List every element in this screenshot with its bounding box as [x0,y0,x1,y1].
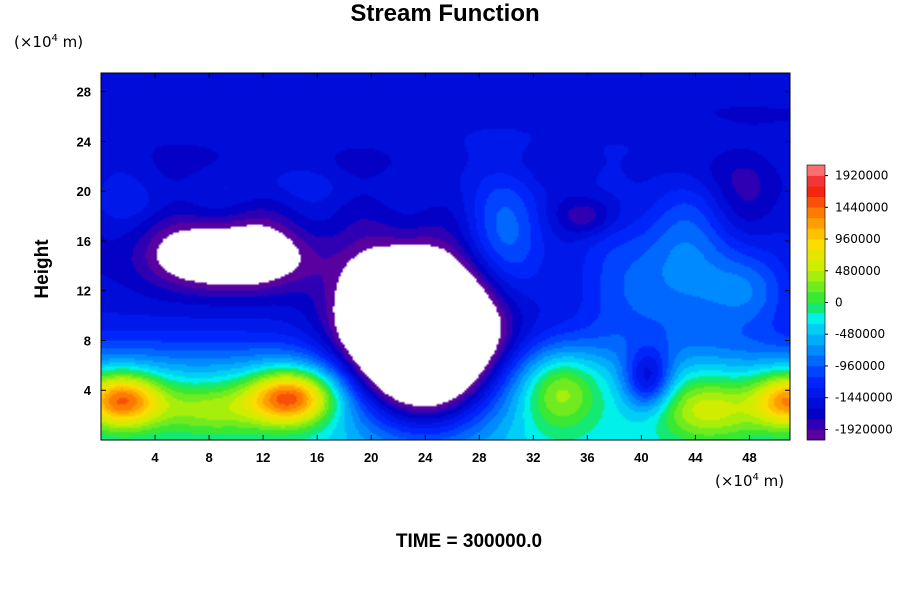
colorbar-band [807,323,825,335]
colorbar-band [807,408,825,420]
colorbar-band [807,387,825,398]
colorbar-band [807,302,825,314]
colorbar-label: 0 [835,296,843,310]
y-tick-label: 8 [84,333,91,348]
colorbar-label: 1440000 [835,200,888,214]
colorbar-band [807,291,825,303]
x-tick-label: 40 [634,450,648,465]
x-tick-label: 44 [688,450,703,465]
x-tick-label: 48 [742,450,756,465]
colorbar-label: -1440000 [835,391,893,405]
y-tick-label: 16 [77,234,91,249]
x-unit-suffix: m) [758,472,785,490]
chart-title: Stream Function [350,0,540,27]
colorbar-band [807,260,825,272]
stream-function-field [101,73,790,440]
x-tick-label: 36 [580,450,594,465]
colorbar-band [807,228,825,240]
x-unit-prefix: (×10 [715,472,753,490]
colorbar-band [807,239,825,250]
colorbar: 1920000 1440000 960000 480000 0 -480000 -96000… [806,164,893,441]
colorbar-label: 1920000 [835,169,888,183]
colorbar-band [807,365,825,377]
colorbar-label: 960000 [835,232,881,246]
colorbar-band [807,165,825,176]
colorbar-band [807,313,825,324]
x-unit-label: (×104 m) [715,472,784,490]
colorbar-band [807,418,825,430]
x-axis-ticks: 4 8 12 16 20 24 28 32 36 40 44 48 [151,73,757,465]
y-tick-label: 24 [77,134,92,149]
y-unit-exponent: 4 [51,33,58,44]
colorbar-band [807,344,825,356]
colorbar-band [807,217,825,229]
x-tick-label: 32 [526,450,540,465]
y-axis-ticks: 4 8 12 16 20 24 28 [77,85,790,398]
colorbar-band [807,355,825,367]
x-unit-exponent: 4 [752,472,759,483]
plot-frame [100,72,791,441]
colorbar-label: -1920000 [835,422,893,436]
x-tick-label: 12 [256,450,270,465]
colorbar-band [807,281,825,293]
y-tick-label: 4 [84,383,92,398]
colorbar-band [807,334,825,346]
colorbar-label: 480000 [835,264,881,278]
y-tick-label: 28 [77,85,91,100]
colorbar-band [807,249,825,261]
y-tick-label: 12 [77,284,91,299]
colorbar-label: -480000 [835,327,885,341]
x-tick-label: 8 [205,450,212,465]
colorbar-band [807,429,825,441]
colorbar-band [807,207,825,219]
y-tick-label: 20 [77,184,91,199]
y-unit-suffix: m) [57,33,84,51]
x-tick-label: 16 [310,450,324,465]
y-unit-prefix: (×10 [14,33,52,51]
colorbar-band [807,376,825,388]
colorbar-band [807,270,825,282]
colorbar-band [807,175,825,187]
time-label: TIME = 300000.0 [395,531,543,552]
x-tick-label: 24 [418,450,433,465]
x-tick-label: 28 [472,450,486,465]
colorbar-label: -960000 [835,359,885,373]
y-unit-label: (×104 m) [14,33,83,51]
colorbar-band [807,397,825,409]
x-tick-label: 4 [151,450,159,465]
colorbar-band [807,196,825,208]
x-tick-label: 20 [364,450,378,465]
colorbar-band [807,186,825,198]
